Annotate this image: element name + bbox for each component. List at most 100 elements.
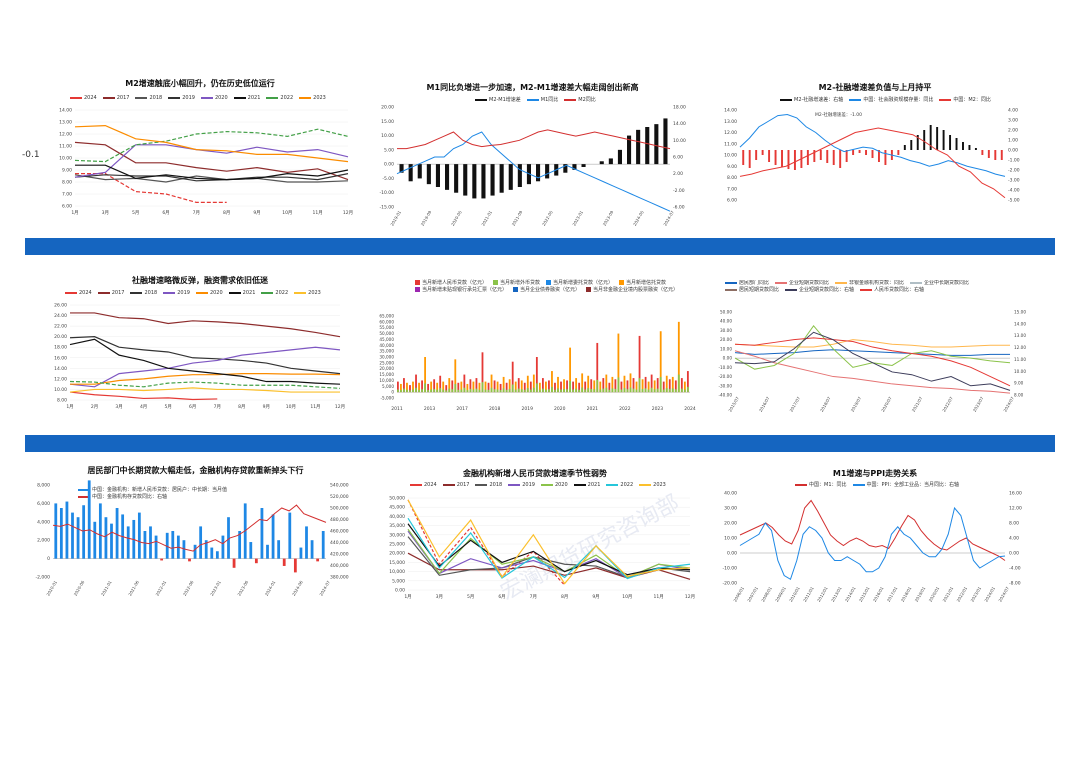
bar	[529, 381, 532, 393]
legend-label: 中国：社会融资规模存量：同比	[863, 97, 934, 103]
bar	[282, 558, 286, 566]
bar	[115, 508, 119, 559]
y-tick-label: 2,000	[37, 538, 50, 544]
x-tick-label: 2019/07	[850, 395, 863, 412]
legend-label: M2同比	[578, 97, 596, 103]
y-tick-label: 20.00	[720, 337, 732, 342]
x-tick-label: 2015/01	[858, 585, 871, 602]
x-tick-label: 2010/01	[788, 585, 801, 602]
bar	[496, 381, 499, 393]
bar	[154, 535, 158, 559]
bar	[436, 382, 439, 393]
y2-tick-label: 0.00	[1009, 551, 1019, 557]
x-tick-label: 2022-05	[541, 209, 554, 226]
bar	[668, 379, 671, 393]
series-line-tsf	[739, 113, 1006, 177]
bar	[617, 149, 622, 165]
legend-swatch	[573, 483, 586, 486]
x-tick-label: 10月	[286, 404, 296, 410]
legend-label: 2018	[144, 290, 158, 296]
x-tick-label: 9月	[263, 404, 270, 410]
bar	[451, 380, 454, 393]
bar	[517, 378, 520, 393]
bar	[316, 558, 320, 562]
bar-segment	[436, 389, 439, 393]
bar-segment	[551, 386, 553, 393]
bar	[897, 150, 900, 155]
bar	[490, 374, 493, 393]
x-tick-label: 5月	[467, 594, 474, 600]
bar-segment	[686, 386, 689, 393]
legend-label: 企业短期贷款同比	[789, 280, 830, 286]
annotation: M2-社融增速差：-1.00	[815, 111, 862, 118]
chart-legend: 中国：M1：同比 中国：PPI：全部工业品：当月同比：右轴	[795, 482, 965, 489]
y-tick-label: 50,000	[379, 331, 394, 336]
bar	[499, 383, 502, 393]
bar	[871, 150, 874, 158]
bar-segment	[671, 388, 674, 393]
bar-segment	[433, 388, 436, 393]
y2-tick-label: -3.00	[1008, 178, 1020, 184]
bar	[632, 378, 635, 393]
chart-panel-4: 社融增速略微反弹，融资需求依旧低迷 2024 2017 2018 2019 2020 20…	[40, 275, 360, 415]
x-tick-label: 2019-09	[420, 209, 433, 226]
x-tick-label: 2018/07	[819, 395, 832, 412]
legend-label: 2021	[587, 482, 601, 488]
series-line-m1	[396, 131, 671, 212]
legend-label: 2022	[620, 482, 634, 488]
chart-panel-9: M1增速与PPI走势关系 中国：M1：同比 中国：PPI：全部工业品：当月同比：右…	[710, 468, 1040, 613]
bar	[415, 374, 417, 393]
series-line	[734, 350, 1011, 394]
bar	[923, 130, 926, 150]
y-tick-label: 35,000	[379, 349, 394, 354]
bar-segment	[659, 376, 662, 393]
legend-label: 2023	[313, 95, 326, 101]
x-tick-label: 11月	[310, 404, 320, 410]
bar	[548, 380, 550, 393]
bar	[221, 535, 225, 559]
bar	[532, 374, 535, 393]
bar	[204, 540, 208, 559]
legend-label: 中国：PPI：全部工业品：当月同比：右轴	[866, 482, 960, 488]
x-tick-label: 2019	[521, 406, 533, 412]
bar	[397, 381, 399, 393]
bar-segment	[623, 388, 626, 393]
legend-item: 中国：社会融资规模存量：同比	[849, 97, 933, 104]
chart-legend: M2-M1增速差 M1同比 M2同比	[475, 97, 602, 104]
chart-title: M1同比负增进一步加速，M2-M1增速差大幅走阔创出新高	[426, 83, 639, 92]
legend-item: M2同比	[564, 97, 596, 104]
x-tick-label: 2022-06	[182, 579, 195, 596]
bar	[858, 150, 861, 153]
bar	[508, 379, 511, 393]
y2-tick-label: 440,000	[330, 540, 349, 546]
bar-segment	[596, 379, 599, 393]
series-line-2024	[69, 391, 218, 401]
x-tick-label: 5月	[164, 404, 171, 410]
bar	[71, 512, 74, 559]
bar	[445, 385, 448, 393]
x-tick-label: 2017/01	[886, 585, 899, 602]
legend-swatch	[415, 287, 420, 292]
bar	[424, 357, 426, 393]
legend-item: 人民币贷款同比：右轴	[860, 287, 924, 294]
series-line-2017	[70, 312, 341, 338]
chart-legend: 中国：金融机构：新增人民币贷款：居民户：中长期：当月值中国：金融机构存贷款同比：…	[78, 487, 278, 501]
series-line-2023	[407, 499, 691, 585]
y-tick-label: 10.00	[54, 387, 67, 393]
y2-tick-label: 13.00	[1014, 333, 1026, 338]
legend-item: 2017	[97, 290, 124, 297]
bar-segment	[514, 389, 517, 393]
chart-title: M1增速与PPI走势关系	[832, 469, 918, 478]
bar-segment	[427, 390, 430, 393]
legend-label: 2019	[522, 482, 535, 488]
x-tick-label: 7月	[214, 404, 221, 410]
bar	[852, 150, 855, 155]
y2-tick-label: -4.00	[1008, 188, 1020, 194]
legend-item: 2019	[168, 95, 195, 102]
legend-swatch	[775, 281, 788, 284]
bar	[98, 503, 102, 559]
legend-swatch	[294, 291, 307, 294]
y-tick-label: 5,000	[392, 578, 405, 584]
bar	[748, 150, 751, 168]
bar-segment	[457, 389, 460, 393]
